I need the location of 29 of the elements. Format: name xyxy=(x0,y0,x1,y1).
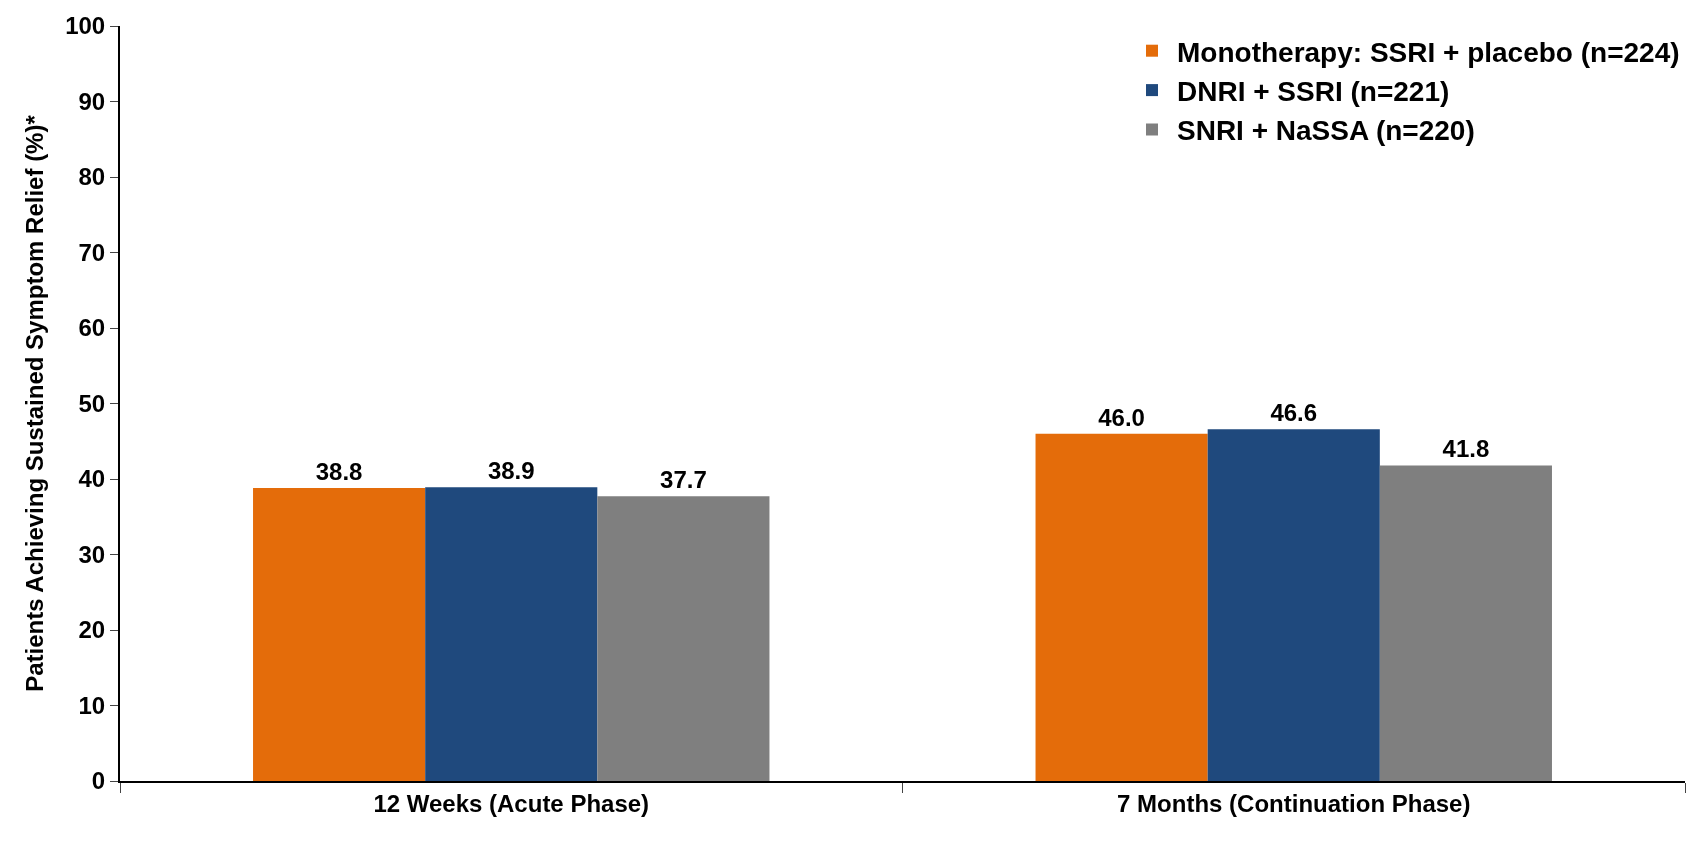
y-tick-label: 60 xyxy=(78,314,106,342)
y-axis-title: Patients Achieving Sustained Symptom Relief (%)* xyxy=(20,114,48,692)
y-tick-label: 70 xyxy=(78,238,106,266)
y-tick-label: 40 xyxy=(78,465,106,493)
legend-label: Monotherapy: SSRI + placebo (n=224) xyxy=(1177,36,1680,68)
legend-label: DNRI + SSRI (n=221) xyxy=(1177,76,1450,108)
bar xyxy=(597,496,770,781)
y-tick-label: 0 xyxy=(91,767,106,795)
data-label: 38.8 xyxy=(315,458,363,486)
y-tick-label: 90 xyxy=(78,87,106,115)
x-tick-label: 12 Weeks (Acute Phase) xyxy=(373,789,650,817)
x-tick-label: 7 Months (Continuation Phase) xyxy=(1117,789,1471,817)
legend-label: SNRI + NaSSA (n=220) xyxy=(1177,115,1475,147)
data-label: 46.0 xyxy=(1098,403,1145,431)
data-label: 37.7 xyxy=(660,466,707,494)
y-tick-label: 80 xyxy=(78,163,106,191)
y-tick-label: 30 xyxy=(78,540,106,568)
bar xyxy=(1379,465,1552,781)
data-label: 46.6 xyxy=(1270,399,1318,427)
bar xyxy=(1035,433,1208,781)
y-tick-label: 50 xyxy=(78,389,106,417)
bar xyxy=(253,488,426,781)
bar xyxy=(1207,429,1380,781)
data-label: 38.9 xyxy=(487,457,535,485)
y-tick-label: 100 xyxy=(65,12,106,40)
y-tick-label: 10 xyxy=(78,691,106,719)
bar xyxy=(425,487,598,781)
data-label: 41.8 xyxy=(1442,435,1490,463)
y-tick-label: 20 xyxy=(78,616,106,644)
